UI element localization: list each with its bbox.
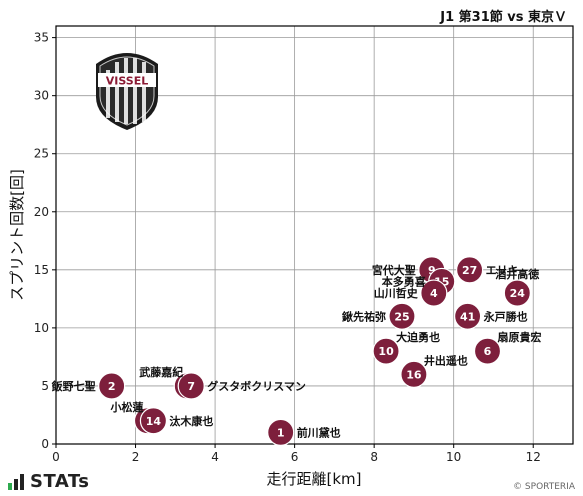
player-number: 9 [428, 264, 436, 277]
copyright-notice: © SPORTERIA [513, 482, 575, 492]
player-bubble [473, 337, 502, 365]
player-name-label: エリキ [486, 264, 519, 277]
stats-brand-logo: STATs [8, 471, 89, 492]
y-tick-label: 35 [34, 31, 49, 45]
y-tick-label: 0 [41, 437, 49, 451]
player-name-label: 汰木康也 [169, 414, 213, 428]
player-number: 25 [394, 310, 409, 323]
player-marker: 27 [456, 256, 484, 284]
player-name-label: グスタボクリスマン [207, 379, 306, 393]
player-bubble [456, 256, 484, 284]
x-tick-label: 6 [291, 450, 299, 464]
x-tick-label: 4 [211, 450, 219, 464]
player-number: 1 [277, 426, 285, 439]
data-points: 21772914192715424254110616飯野七聖武藤嘉紀グスタボクリ… [51, 256, 541, 446]
player-number: 16 [406, 368, 422, 381]
player-marker: 2 [98, 372, 126, 400]
player-bubble [139, 407, 168, 435]
player-marker: 24 [503, 279, 531, 307]
y-tick-label: 30 [34, 89, 49, 103]
player-number: 14 [146, 415, 162, 428]
player-name-label: 宮代大聖 [372, 263, 416, 277]
player-number: 2 [108, 380, 116, 393]
player-name-label: 扇原貴宏 [497, 330, 541, 344]
player-number: 7 [187, 380, 195, 393]
x-axis-title: 走行距離[km] [266, 470, 361, 488]
player-bubble [372, 337, 400, 365]
player-number: 6 [484, 345, 492, 358]
player-marker: 4 [420, 279, 448, 307]
brand-name: STATs [30, 471, 90, 492]
player-marker: 25 [388, 302, 416, 330]
grid-lines [55, 26, 573, 445]
player-bubble [388, 302, 416, 330]
player-marker: 6 [473, 337, 502, 365]
page-title: J1 第31節 vs 東京Ｖ [440, 10, 567, 25]
y-tick-label: 25 [34, 147, 49, 161]
player-name-label: 本多勇喜 [382, 274, 426, 288]
x-tick-label: 8 [370, 450, 378, 464]
player-marker: 7 [177, 372, 205, 400]
player-bubble [454, 302, 482, 330]
player-bubble [420, 279, 448, 307]
x-tick-label: 12 [526, 450, 541, 464]
x-tick-label: 10 [446, 450, 461, 464]
player-name-label: 前川黛也 [297, 425, 341, 439]
y-tick-label: 5 [41, 379, 49, 393]
x-tick-label: 2 [132, 450, 140, 464]
y-tick-label: 20 [34, 205, 49, 219]
player-marker: 16 [400, 360, 428, 388]
y-axis-title: スプリント回数[回] [8, 169, 26, 301]
y-tick-label: 15 [34, 263, 49, 277]
player-marker: 14 [139, 407, 168, 435]
player-number: 27 [462, 264, 477, 277]
player-number: 24 [510, 287, 526, 300]
player-bubble [98, 372, 126, 400]
plot-frame [55, 25, 574, 445]
crest-text: VISSEL [106, 75, 148, 88]
player-name-label: 永戸勝也 [483, 309, 528, 323]
player-name-label: 山川哲史 [374, 286, 419, 300]
player-bubble [400, 360, 428, 388]
player-number: 4 [430, 287, 438, 300]
player-name-label: 飯野七聖 [51, 379, 96, 393]
player-name-label: 小松蓮 [109, 400, 143, 414]
player-number: 10 [378, 345, 394, 358]
player-marker: 41 [454, 302, 482, 330]
x-tick-label: 0 [52, 450, 60, 464]
player-name-label: 大迫勇也 [396, 330, 440, 344]
y-tick-label: 10 [34, 321, 49, 335]
player-marker: 1 [267, 418, 295, 446]
player-bubble [177, 372, 205, 400]
vissel-kobe-crest-icon: VISSEL [96, 53, 158, 130]
stats-logo-icon [8, 473, 24, 490]
player-marker: 10 [372, 337, 400, 365]
player-name-label: 武藤嘉紀 [139, 365, 183, 379]
player-number: 41 [460, 310, 475, 323]
player-name-label: 鍬先祐弥 [342, 309, 386, 323]
player-name-label: 井出遥也 [424, 353, 468, 367]
player-bubble [503, 279, 531, 307]
player-name-label: 酒井高徳 [495, 267, 539, 281]
player-bubble [267, 418, 295, 446]
